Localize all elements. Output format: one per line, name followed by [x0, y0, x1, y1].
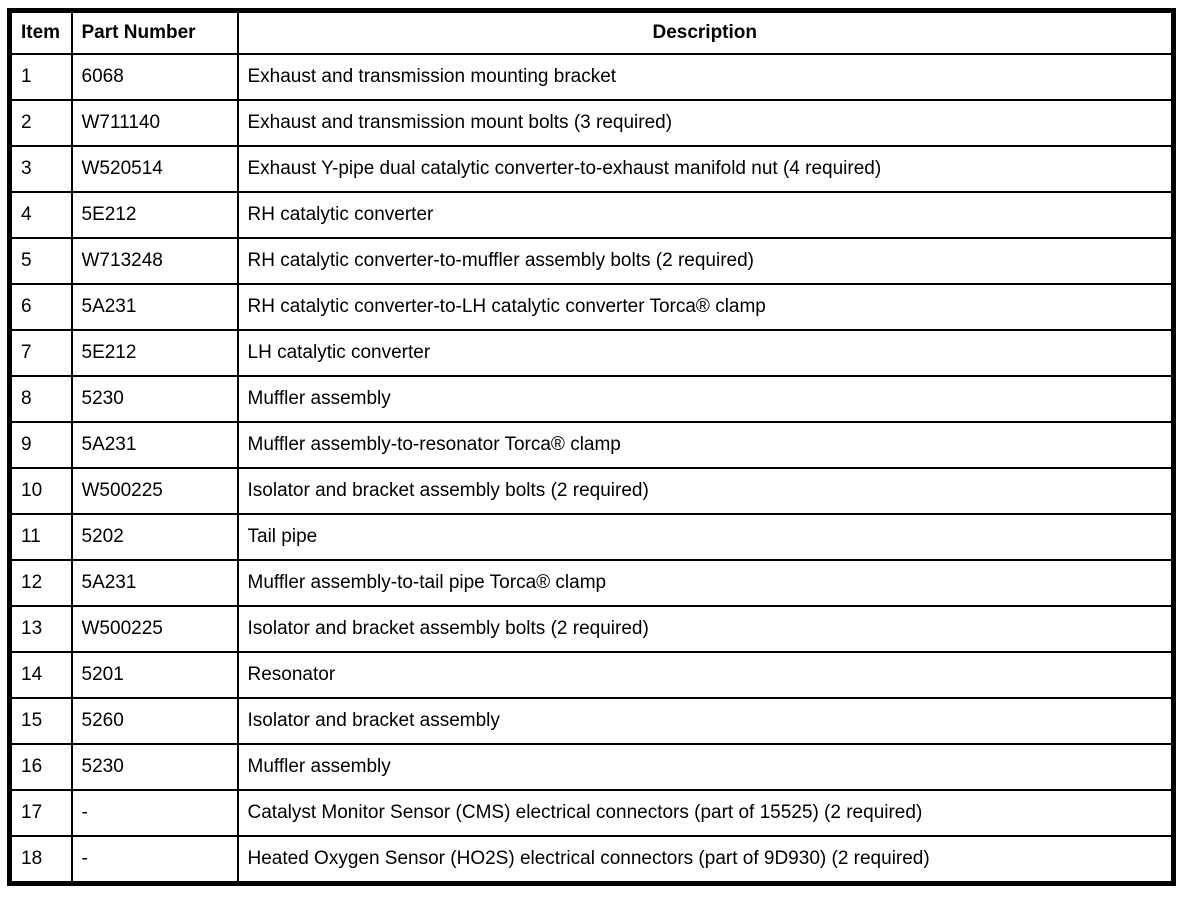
part-number-cell: 5201 — [70, 651, 239, 699]
description-cell: Isolator and bracket assembly bolts (2 r… — [236, 467, 1175, 515]
item-cell: 6 — [8, 283, 73, 331]
description-cell: LH catalytic converter — [236, 329, 1175, 377]
table-row: 14 5201 Resonator — [8, 651, 1175, 699]
part-number-cell: - — [70, 789, 239, 837]
item-cell: 1 — [8, 53, 73, 101]
column-header-item: Item — [8, 9, 73, 55]
table-row: 8 5230 Muffler assembly — [8, 375, 1175, 423]
item-cell: 9 — [8, 421, 73, 469]
table-row: 18 - Heated Oxygen Sensor (HO2S) electri… — [8, 835, 1175, 885]
description-cell: Isolator and bracket assembly — [236, 697, 1175, 745]
part-number-cell: W711140 — [70, 99, 239, 147]
part-number-cell: W713248 — [70, 237, 239, 285]
description-cell: Exhaust Y-pipe dual catalytic converter-… — [236, 145, 1175, 193]
part-number-cell: 5202 — [70, 513, 239, 561]
description-cell: Isolator and bracket assembly bolts (2 r… — [236, 605, 1175, 653]
table-row: 17 - Catalyst Monitor Sensor (CMS) elect… — [8, 789, 1175, 837]
table-row: 10 W500225 Isolator and bracket assembly… — [8, 467, 1175, 515]
description-cell: Muffler assembly — [236, 743, 1175, 791]
part-number-cell: 5A231 — [70, 421, 239, 469]
item-cell: 5 — [8, 237, 73, 285]
table-row: 12 5A231 Muffler assembly-to-tail pipe T… — [8, 559, 1175, 607]
table-row: 6 5A231 RH catalytic converter-to-LH cat… — [8, 283, 1175, 331]
table-row: 2 W711140 Exhaust and transmission mount… — [8, 99, 1175, 147]
part-number-cell: 5A231 — [70, 283, 239, 331]
table-row: 5 W713248 RH catalytic converter-to-muff… — [8, 237, 1175, 285]
item-cell: 16 — [8, 743, 73, 791]
column-header-part-number: Part Number — [70, 9, 239, 55]
part-number-cell: - — [70, 835, 239, 885]
description-cell: Catalyst Monitor Sensor (CMS) electrical… — [236, 789, 1175, 837]
description-cell: Tail pipe — [236, 513, 1175, 561]
item-cell: 7 — [8, 329, 73, 377]
parts-table: Item Part Number Description 1 6068 Exha… — [7, 8, 1176, 886]
description-cell: Muffler assembly — [236, 375, 1175, 423]
part-number-cell: 5230 — [70, 375, 239, 423]
table-row: 4 5E212 RH catalytic converter — [8, 191, 1175, 239]
item-cell: 11 — [8, 513, 73, 561]
part-number-cell: W500225 — [70, 467, 239, 515]
part-number-cell: 5E212 — [70, 191, 239, 239]
description-cell: RH catalytic converter-to-muffler assemb… — [236, 237, 1175, 285]
description-cell: RH catalytic converter — [236, 191, 1175, 239]
part-number-cell: W520514 — [70, 145, 239, 193]
part-number-cell: 6068 — [70, 53, 239, 101]
description-cell: Heated Oxygen Sensor (HO2S) electrical c… — [236, 835, 1175, 885]
part-number-cell: 5230 — [70, 743, 239, 791]
table-body: 1 6068 Exhaust and transmission mounting… — [8, 53, 1175, 885]
item-cell: 2 — [8, 99, 73, 147]
table-row: 16 5230 Muffler assembly — [8, 743, 1175, 791]
table-row: 3 W520514 Exhaust Y-pipe dual catalytic … — [8, 145, 1175, 193]
item-cell: 17 — [8, 789, 73, 837]
table-header-row: Item Part Number Description — [8, 9, 1175, 55]
part-number-cell: 5260 — [70, 697, 239, 745]
description-cell: Exhaust and transmission mounting bracke… — [236, 53, 1175, 101]
description-cell: Resonator — [236, 651, 1175, 699]
item-cell: 15 — [8, 697, 73, 745]
table-row: 1 6068 Exhaust and transmission mounting… — [8, 53, 1175, 101]
item-cell: 8 — [8, 375, 73, 423]
table-row: 11 5202 Tail pipe — [8, 513, 1175, 561]
item-cell: 18 — [8, 835, 73, 885]
item-cell: 13 — [8, 605, 73, 653]
description-cell: RH catalytic converter-to-LH catalytic c… — [236, 283, 1175, 331]
table-row: 15 5260 Isolator and bracket assembly — [8, 697, 1175, 745]
description-cell: Muffler assembly-to-tail pipe Torca® cla… — [236, 559, 1175, 607]
item-cell: 14 — [8, 651, 73, 699]
description-cell: Muffler assembly-to-resonator Torca® cla… — [236, 421, 1175, 469]
table-row: 13 W500225 Isolator and bracket assembly… — [8, 605, 1175, 653]
table-row: 9 5A231 Muffler assembly-to-resonator To… — [8, 421, 1175, 469]
item-cell: 4 — [8, 191, 73, 239]
part-number-cell: 5A231 — [70, 559, 239, 607]
item-cell: 3 — [8, 145, 73, 193]
table-row: 7 5E212 LH catalytic converter — [8, 329, 1175, 377]
part-number-cell: 5E212 — [70, 329, 239, 377]
description-cell: Exhaust and transmission mount bolts (3 … — [236, 99, 1175, 147]
part-number-cell: W500225 — [70, 605, 239, 653]
item-cell: 12 — [8, 559, 73, 607]
column-header-description: Description — [236, 9, 1175, 55]
item-cell: 10 — [8, 467, 73, 515]
